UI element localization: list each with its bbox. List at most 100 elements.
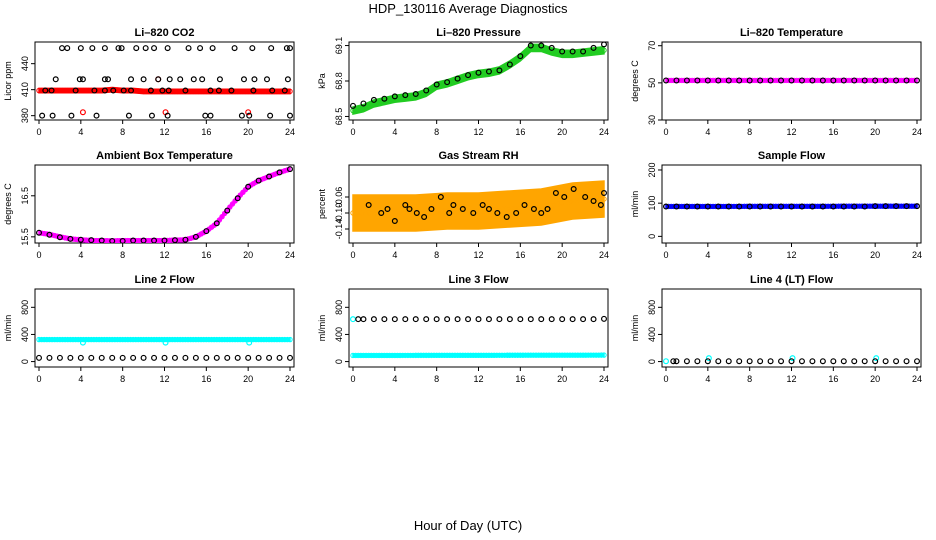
cyan-series-point — [394, 352, 401, 359]
red-series-point — [138, 88, 144, 94]
magenta-series-point — [859, 77, 865, 84]
black-series-point — [580, 48, 587, 55]
blue-series-point — [812, 203, 818, 209]
cyan-series-point — [538, 352, 544, 358]
y-tick-label: 15.5 — [20, 228, 30, 246]
red-series-point — [93, 87, 100, 94]
green-series-point — [397, 95, 403, 101]
cyan-series-point — [601, 352, 607, 358]
green-series-point — [447, 79, 453, 86]
orange-series-point — [504, 206, 510, 212]
green-series-point — [467, 72, 474, 79]
red-series-point — [156, 88, 162, 95]
cyan-series-point — [146, 336, 152, 343]
black-series-point — [128, 87, 135, 94]
black-series-point — [287, 166, 294, 173]
magenta-series-point — [106, 238, 113, 243]
blue-series-point — [676, 203, 682, 210]
black-series-point — [147, 87, 154, 94]
blue-series-point — [762, 203, 769, 210]
y-tick-label: 400 — [20, 327, 30, 342]
magenta-series-point — [101, 237, 108, 243]
magenta-series-point — [185, 236, 191, 242]
cyan-series-point — [284, 336, 291, 343]
y-axis-label: degrees C — [630, 60, 640, 102]
blue-series-point — [877, 203, 884, 209]
chart-panel: Li–820 Pressure 0 4 8 12 16 20 24 68.5 68.8 69.1 kP… — [317, 27, 609, 137]
chart-panel: Line 2 Flow 0 4 8 12 16 20 24 0 400 800 ml/min — [3, 274, 295, 384]
black-series-point — [118, 45, 125, 52]
cyan-series-point — [117, 336, 123, 343]
green-series-point — [470, 72, 476, 78]
x-tick-label: 16 — [515, 127, 525, 137]
cyan-series-point — [101, 336, 108, 343]
cyan-series-point — [541, 352, 547, 358]
black-series-point — [704, 77, 711, 84]
cyan-series-point — [172, 336, 178, 343]
y-axis-label: ml/min — [317, 315, 327, 342]
cyan-series-point — [556, 352, 563, 358]
x-tick-label: 0 — [663, 250, 668, 260]
x-tick-label: 16 — [201, 374, 211, 384]
black-series-point — [778, 77, 785, 84]
blue-series-point — [817, 203, 823, 209]
x-tick-label: 20 — [870, 250, 880, 260]
cyan-series-point — [454, 352, 461, 359]
blue-series-point — [822, 203, 829, 209]
green-series-point — [601, 47, 607, 53]
blue-series-point — [692, 203, 698, 210]
magenta-series-point — [749, 77, 755, 84]
green-series-point — [488, 69, 495, 75]
orange-series-point — [491, 207, 497, 213]
cyan-series-point — [70, 336, 76, 343]
y-axis-label: ml/min — [630, 315, 640, 342]
red-series-point — [190, 88, 196, 95]
magenta-series-point — [668, 77, 674, 84]
cyan-series-point — [235, 336, 241, 343]
blue-series-point — [689, 203, 695, 210]
black-series-point — [391, 93, 398, 100]
black-series-point — [283, 45, 290, 52]
x-tick-label: 12 — [159, 127, 169, 137]
cyan-series-point — [274, 336, 280, 343]
cyan-series-point — [426, 352, 432, 359]
cyan-series-point — [530, 352, 537, 358]
y-axis-label: ml/min — [3, 315, 13, 342]
black-series-point — [182, 236, 189, 243]
cyan-series-point — [512, 352, 518, 358]
green-series-point — [543, 46, 550, 53]
cyan-series-point — [187, 336, 194, 343]
black-series-point — [213, 354, 220, 361]
black-series-point — [830, 77, 837, 84]
black-series-point — [590, 198, 597, 205]
black-series-point — [757, 358, 764, 365]
cyan-series-point — [162, 339, 169, 346]
magenta-series-point — [843, 77, 850, 84]
black-series-point — [268, 45, 275, 52]
magenta-series-point — [59, 234, 66, 241]
blue-series-point — [744, 203, 750, 210]
black-series-point — [767, 358, 774, 365]
y-axis-label: degrees C — [3, 183, 13, 225]
black-series-point — [56, 354, 63, 361]
black-series-point — [140, 76, 147, 83]
chart-panel: Li–820 Temperature 0 4 8 12 16 20 24 30 50 70 degre… — [630, 27, 922, 137]
blue-series-point — [898, 203, 905, 209]
y-tick-label: 16.5 — [20, 187, 30, 205]
orange-series-point — [392, 210, 398, 216]
orange-series-point — [601, 196, 607, 202]
blue-series-point — [906, 203, 912, 209]
cyan-series-point — [261, 336, 267, 343]
cyan-series-point — [164, 336, 170, 343]
orange-series-point — [475, 208, 482, 214]
cyan-series-point — [402, 352, 408, 359]
blue-series-point — [728, 203, 735, 210]
black-series-point — [72, 87, 79, 94]
green-series-point — [386, 97, 393, 103]
black-series-point — [140, 237, 147, 243]
cyan-series-point — [36, 336, 42, 343]
cyan-series-point — [567, 352, 573, 358]
black-series-point — [433, 81, 440, 88]
black-series-point — [281, 87, 288, 94]
orange-series-point — [352, 210, 359, 216]
